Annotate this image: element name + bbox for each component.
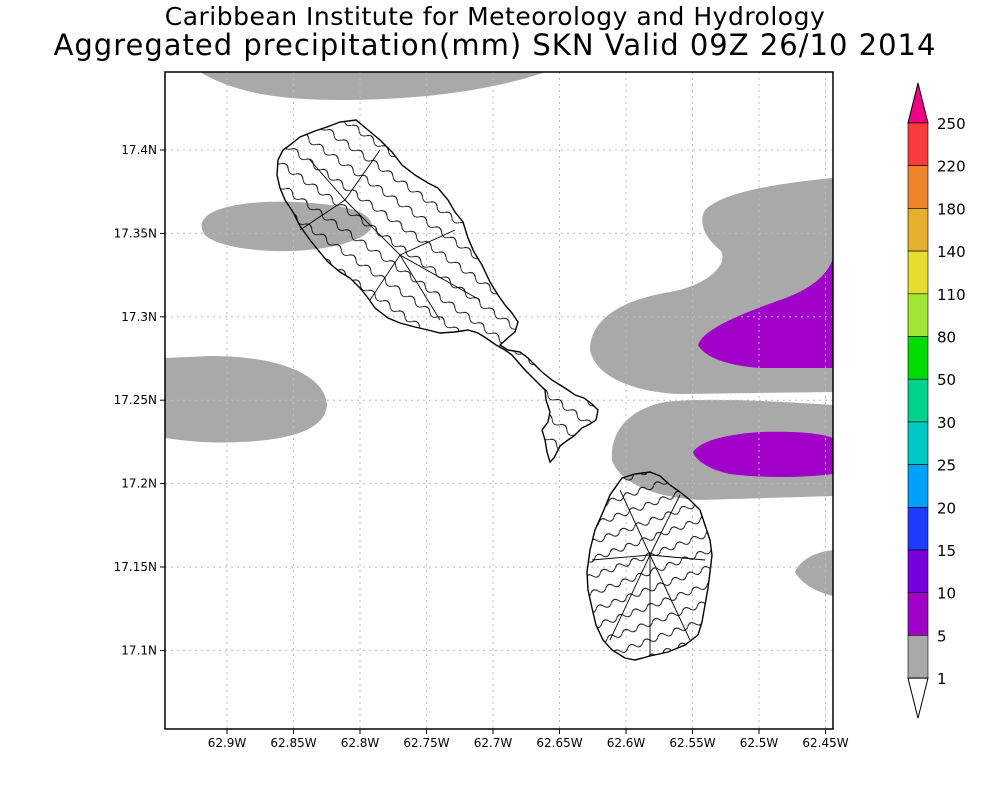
legend-label: 110	[937, 286, 966, 304]
legend-label: 15	[937, 542, 956, 560]
gray-area-west	[165, 356, 327, 443]
legend-label: 10	[937, 585, 956, 603]
islands	[276, 119, 713, 661]
legend-swatch	[907, 122, 929, 167]
gray-area-southeast	[795, 550, 833, 596]
title-institute: Caribbean Institute for Meteorology and …	[164, 2, 826, 31]
x-tick-label: 62.65W	[536, 736, 582, 750]
legend-swatch	[907, 464, 929, 508]
legend-swatch	[907, 635, 929, 679]
precip-shading	[165, 72, 833, 596]
y-tick-label: 17.3N	[121, 310, 157, 324]
legend-swatch	[907, 165, 929, 209]
legend-label: 1	[937, 670, 947, 688]
x-tick-label: 62.75W	[403, 736, 449, 750]
purple-area-east-lower	[693, 431, 833, 477]
legend-swatch	[907, 421, 929, 465]
purple-area-east-upper	[698, 258, 833, 368]
x-tick-label: 62.8W	[341, 736, 380, 750]
x-tick-label: 62.55W	[669, 736, 715, 750]
island-nevis	[586, 471, 713, 661]
y-tick-label: 17.15N	[114, 560, 157, 574]
y-tick-label: 17.2N	[121, 477, 157, 491]
title-map: Aggregated precipitation(mm) SKN Valid 0…	[53, 28, 937, 62]
legend-arrow-bottom	[907, 677, 929, 719]
y-tick-label: 17.1N	[121, 643, 157, 657]
legend-label: 5	[937, 627, 947, 645]
gray-area-top	[200, 72, 545, 100]
legend-label: 30	[937, 414, 956, 432]
legend-label: 20	[937, 499, 956, 517]
x-tick-label: 62.7W	[474, 736, 513, 750]
legend-label: 80	[937, 329, 956, 347]
y-tick-label: 17.4N	[121, 143, 157, 157]
y-tick-label: 17.35N	[114, 226, 157, 240]
legend-swatch	[907, 250, 929, 295]
legend-label: 140	[937, 243, 966, 261]
legend-swatch	[907, 378, 929, 423]
x-tick-label: 62.45W	[802, 736, 848, 750]
y-tick-label: 17.25N	[114, 393, 157, 407]
legend-swatch	[907, 506, 929, 551]
legend-arrow-top	[907, 82, 929, 124]
legend-swatch	[907, 293, 929, 337]
legend-swatch	[907, 208, 929, 252]
x-tick-label: 62.9W	[208, 736, 247, 750]
legend-label: 180	[937, 200, 966, 218]
legend-swatch	[907, 336, 929, 380]
x-tick-label: 62.5W	[740, 736, 779, 750]
legend-swatch	[907, 549, 929, 594]
legend-label: 220	[937, 158, 966, 176]
x-tick-label: 62.85W	[270, 736, 316, 750]
legend-label: 25	[937, 457, 956, 475]
x-axis: 62.9W 62.85W 62.8W 62.75W 62.7W 62.65W 62.6W 62…	[208, 729, 849, 750]
island-st-kitts	[276, 119, 599, 464]
legend-swatch	[907, 592, 929, 636]
x-tick-label: 62.6W	[607, 736, 646, 750]
legend-label: 50	[937, 371, 956, 389]
legend-label: 250	[937, 115, 966, 133]
y-axis: 17.4N 17.35N 17.3N 17.25N 17.2N 17.15N 17.1N	[114, 143, 165, 657]
